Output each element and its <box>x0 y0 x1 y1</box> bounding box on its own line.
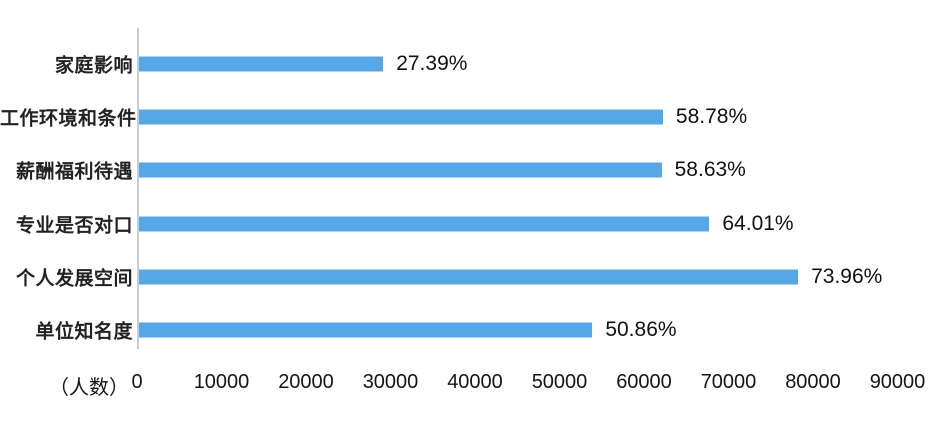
value-label: 27.39% <box>396 52 468 75</box>
x-tick-label: 10000 <box>193 371 250 393</box>
x-tick-label: 30000 <box>362 371 419 393</box>
value-label: 58.78% <box>675 105 748 129</box>
x-tick-label: 70000 <box>700 371 757 393</box>
bar <box>139 162 662 178</box>
y-axis-line <box>137 28 139 349</box>
x-tick-label: 90000 <box>869 371 926 393</box>
x-tick-label: 60000 <box>616 371 672 393</box>
x-tick-label: 80000 <box>785 371 841 393</box>
x-tick-label: 40000 <box>447 371 503 393</box>
category-label: 专业是否对口 <box>15 215 133 237</box>
value-label: 73.96% <box>811 264 883 288</box>
category-label: 工作环境和条件 <box>0 108 137 130</box>
x-tick-label: 0 <box>131 371 143 393</box>
x-axis-unit-label: （人数） <box>49 377 129 399</box>
bar <box>139 269 799 285</box>
value-label: 58.63% <box>674 158 746 182</box>
value-label: 50.86% <box>605 318 677 341</box>
x-tick-label: 50000 <box>531 371 588 393</box>
bar <box>139 109 663 125</box>
x-tick-label: 20000 <box>278 371 334 393</box>
bar <box>139 216 710 232</box>
category-label: 个人发展空间 <box>15 268 133 290</box>
value-label: 64.01% <box>722 211 794 235</box>
category-label: 薪酬福利待遇 <box>15 161 133 183</box>
category-label: 家庭影响 <box>54 55 133 77</box>
bar <box>139 56 384 72</box>
bar <box>139 322 593 338</box>
category-label: 单位知名度 <box>35 321 133 343</box>
